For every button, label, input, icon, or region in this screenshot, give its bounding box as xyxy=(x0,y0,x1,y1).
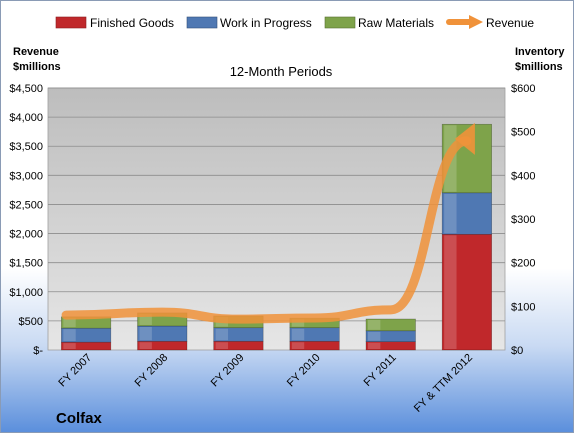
category-labels: FY 2007 FY 2008 FY 2009 FY 2010 FY 2011 FY & … xyxy=(56,352,475,415)
bar-highlight xyxy=(63,317,76,328)
bar-highlight xyxy=(291,328,305,341)
left-axis-title-line1: Revenue xyxy=(13,46,59,58)
bar-work-in-progress xyxy=(289,327,340,342)
bar-highlight xyxy=(215,328,229,341)
right-tick-label: $600 xyxy=(511,83,535,95)
left-tick-label: $- xyxy=(33,345,43,357)
right-tick-label: $400 xyxy=(511,170,535,182)
bar-highlight xyxy=(63,329,76,342)
bar-highlight xyxy=(367,331,381,341)
bar-highlight xyxy=(215,342,229,349)
left-tick-label: $2,000 xyxy=(9,229,43,241)
bar-highlight xyxy=(139,313,152,325)
left-tick-label: $4,000 xyxy=(9,112,43,124)
category-label: FY 2011 xyxy=(362,352,399,389)
bar-highlight xyxy=(444,235,457,349)
revenue-series-line xyxy=(61,136,472,324)
left-axis-title-line2: $millions xyxy=(13,61,61,73)
right-tick-label: $200 xyxy=(511,258,535,270)
company-name: Colfax xyxy=(56,410,103,427)
gridlines xyxy=(48,87,505,322)
category-label: FY 2008 xyxy=(133,352,171,390)
right-tick-label: $300 xyxy=(511,214,535,226)
legend-label-revenue: Revenue xyxy=(486,16,534,30)
bar-highlight xyxy=(139,326,152,341)
legend-label-raw-materials: Raw Materials xyxy=(358,16,434,30)
category-label: FY & TTM 2012 xyxy=(412,352,475,415)
left-tick-label: $3,500 xyxy=(9,141,43,153)
left-tick-label: $4,500 xyxy=(9,83,43,95)
left-tick-label: $1,500 xyxy=(9,258,43,270)
right-tick-label: $500 xyxy=(511,127,535,139)
revenue-arrowhead xyxy=(454,122,475,155)
right-axis-title-line1: Inventory xyxy=(515,46,565,58)
bar-highlight xyxy=(63,343,76,349)
left-tick-label: $1,000 xyxy=(9,287,43,299)
left-tick-label: $500 xyxy=(19,316,43,328)
bar-highlight xyxy=(444,193,457,234)
category-label: FY 2010 xyxy=(285,352,323,390)
legend-swatch-finished-goods xyxy=(55,16,87,29)
bar-finished-goods xyxy=(61,341,112,351)
bar-highlight xyxy=(291,342,305,349)
right-tick-label: $0 xyxy=(511,345,523,357)
category-label: FY 2009 xyxy=(209,352,247,390)
bar-highlight xyxy=(367,342,381,349)
legend: Finished Goods Work in Progress Raw Mate… xyxy=(55,15,534,30)
bar-highlight xyxy=(367,319,381,330)
right-axis-ticks: $0 $100 $200 $300 $400 $500 $600 xyxy=(511,83,535,357)
bar-raw-materials xyxy=(365,318,416,332)
revenue-line xyxy=(61,122,475,324)
bar-finished-goods xyxy=(365,341,416,351)
legend-swatch-work-in-progress xyxy=(186,16,218,29)
bar-highlight xyxy=(291,319,305,327)
left-tick-label: $3,000 xyxy=(9,170,43,182)
chart-subtitle: 12-Month Periods xyxy=(230,64,333,79)
legend-label-work-in-progress: Work in Progress xyxy=(220,16,312,30)
legend-revenue-arrowhead xyxy=(469,15,483,29)
right-tick-label: $100 xyxy=(511,301,535,313)
right-axis-title-line2: $millions xyxy=(515,61,563,73)
left-axis-ticks: $- $500 $1,000 $1,500 $2,000 $2,500 $3,000 $3,5… xyxy=(9,83,43,357)
bar-highlight xyxy=(139,342,152,349)
left-tick-label: $2,500 xyxy=(9,199,43,211)
legend-swatch-raw-materials xyxy=(324,16,356,29)
bar-work-in-progress xyxy=(441,192,492,235)
legend-label-finished-goods: Finished Goods xyxy=(90,16,174,30)
category-label: FY 2007 xyxy=(56,352,94,390)
